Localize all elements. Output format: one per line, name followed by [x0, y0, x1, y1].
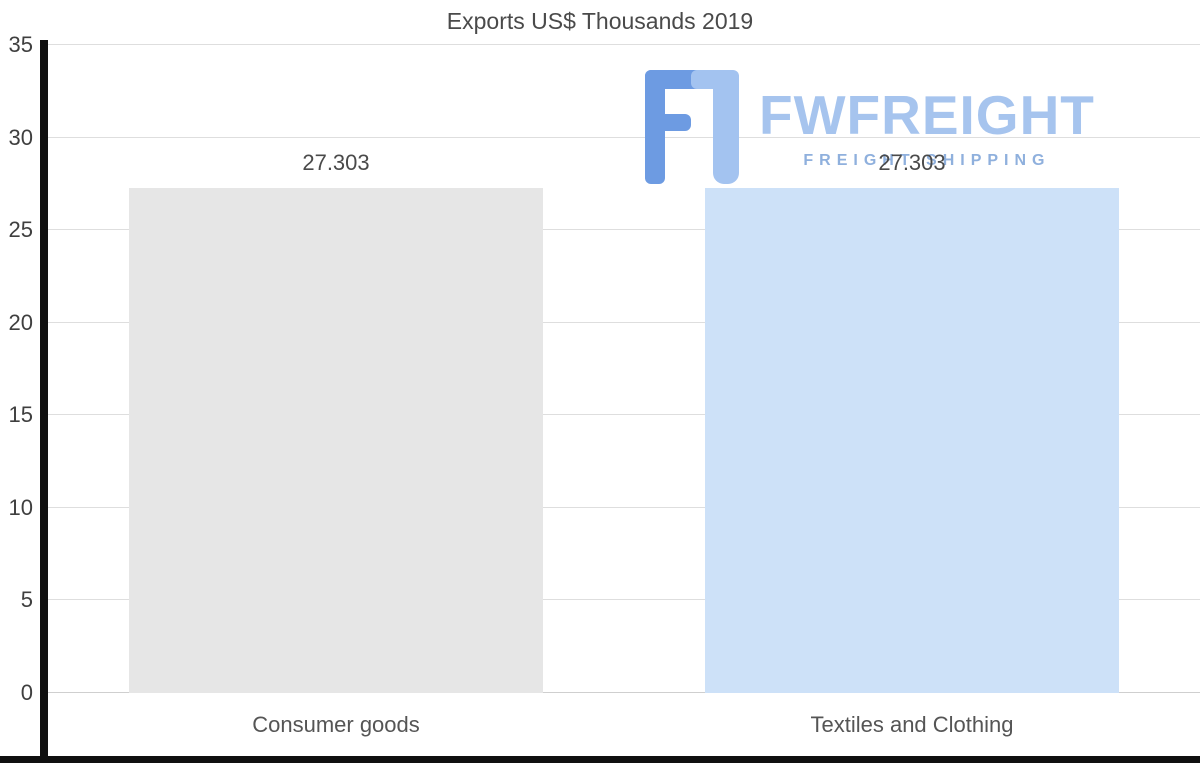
plot-area: 27.303 Consumer goods 27.303 Textiles and C…	[48, 44, 1200, 737]
watermark-text: FWFREIGHT FREIGHT SHIPPING	[759, 70, 1095, 170]
y-tick-label: 25	[8, 217, 33, 243]
y-tick-label: 15	[8, 402, 33, 428]
y-tick-label: 35	[8, 32, 33, 57]
y-axis-labels: 35 30 25 20 15 10 5 0	[0, 34, 36, 704]
gridline	[48, 136, 1200, 138]
watermark: FWFREIGHT FREIGHT SHIPPING	[645, 70, 1095, 184]
y-tick-label: 20	[8, 309, 33, 335]
gridline	[48, 599, 1200, 601]
fwfreight-logo-icon	[645, 70, 739, 184]
y-tick-label: 5	[20, 587, 33, 613]
x-category-label: Textiles and Clothing	[810, 712, 1014, 737]
y-tick-label: 0	[20, 680, 33, 705]
x-category-label: Consumer goods	[252, 712, 420, 737]
bar-value-label: 27.303	[878, 149, 946, 175]
bar-slot: 27.303 Consumer goods	[48, 45, 624, 737]
gridline	[48, 414, 1200, 416]
y-tick-label: 30	[8, 124, 33, 150]
bar-value-label: 27.303	[302, 149, 370, 175]
gridline	[48, 321, 1200, 323]
watermark-tagline: FREIGHT SHIPPING	[803, 152, 1051, 169]
y-axis-line	[40, 40, 48, 763]
bar-textiles-and-clothing	[704, 187, 1120, 693]
bar-slot: 27.303 Textiles and Clothing	[624, 45, 1200, 737]
bar-consumer-goods	[128, 187, 544, 693]
gridline	[48, 44, 1200, 45]
y-tick-label: 10	[8, 494, 33, 520]
gridline	[48, 692, 1200, 693]
gridline	[48, 506, 1200, 508]
gridline	[48, 229, 1200, 231]
chart-title: Exports US$ Thousands 2019	[446, 8, 754, 34]
watermark-brand: FWFREIGHT	[759, 84, 1095, 146]
x-axis-line	[0, 756, 1200, 763]
